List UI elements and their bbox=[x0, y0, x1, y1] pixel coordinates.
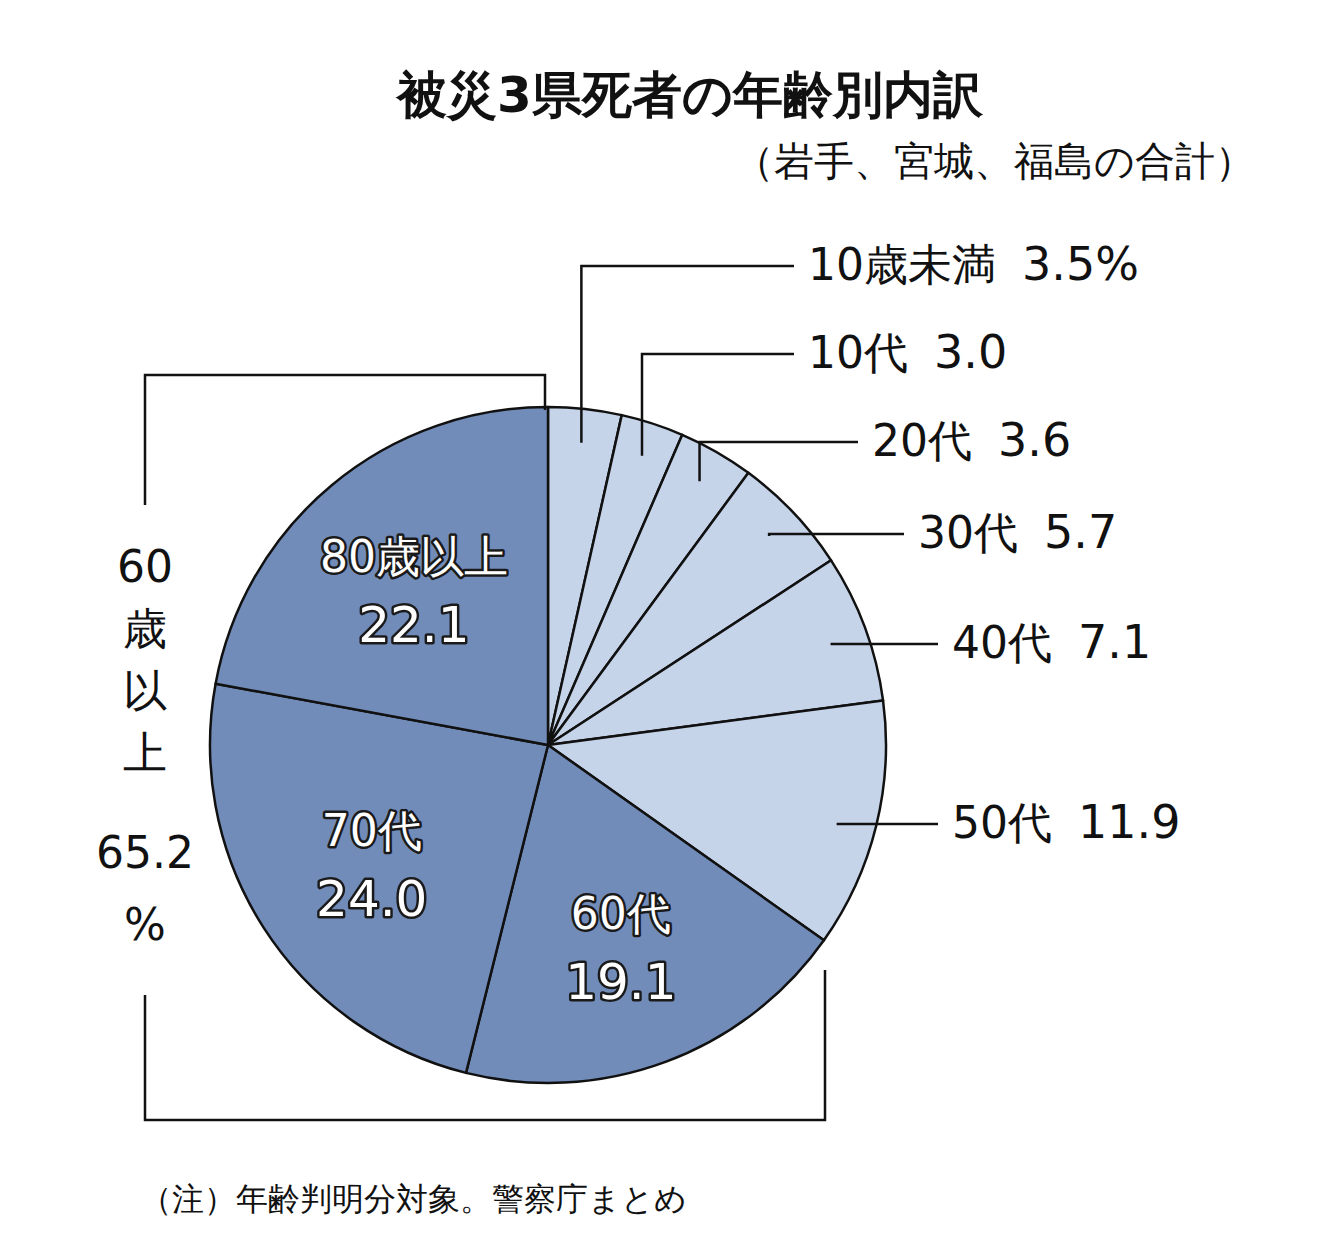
data-label: 11.9 bbox=[1078, 795, 1180, 849]
group-value-part: 65.2 bbox=[96, 827, 194, 878]
leader-line bbox=[769, 534, 904, 536]
group-label-part: 以 bbox=[123, 665, 167, 716]
group-bracket bbox=[145, 375, 825, 1120]
category-label: 70代 bbox=[322, 805, 422, 856]
title: 被災3県死者の年齢別内訳 bbox=[395, 66, 984, 124]
leader-line bbox=[837, 823, 938, 826]
group-value-part: % bbox=[124, 899, 166, 950]
chart: 被災3県死者の年齢別内訳 （岩手、宮城、福島の合計） （注）年齢判明分対象。警察庁ま… bbox=[0, 0, 1343, 1249]
category-label: 10代 bbox=[808, 327, 908, 378]
category-label: 50代 bbox=[952, 797, 1052, 848]
group-label: 60 歳以上 bbox=[117, 541, 173, 778]
category-label: 60代 bbox=[571, 888, 671, 939]
data-label: 3.5% bbox=[1022, 237, 1139, 291]
group-label-part: 上 bbox=[123, 727, 167, 778]
category-label: 20代 bbox=[872, 415, 972, 466]
category-label: 40代 bbox=[952, 617, 1052, 668]
leader-line bbox=[831, 643, 938, 646]
category-label: 80歳以上 bbox=[320, 531, 508, 582]
data-label: 24.0 bbox=[316, 870, 427, 928]
slice bbox=[216, 407, 548, 745]
leader-line bbox=[700, 442, 858, 481]
slice bbox=[210, 684, 548, 1073]
data-label: 22.1 bbox=[358, 596, 469, 654]
category-label: 10歳未満 bbox=[808, 239, 996, 290]
labels: 10歳未満 3.5% 10代 3.0 20代 3.6 30代 5.7 40代 7.1 50代 11.9… bbox=[316, 237, 1180, 1011]
data-label: 5.7 bbox=[1044, 505, 1117, 559]
note: （注）年齢判明分対象。警察庁まとめ bbox=[140, 1180, 687, 1218]
data-label: 19.1 bbox=[565, 953, 676, 1011]
slices bbox=[210, 407, 886, 1083]
group-label-part: 歳 bbox=[123, 603, 167, 654]
group-label-part: 60 bbox=[117, 541, 173, 592]
data-label: 3.0 bbox=[934, 325, 1007, 379]
leader-line bbox=[642, 354, 794, 456]
group-value: 65.2% bbox=[96, 827, 194, 950]
data-label: 7.1 bbox=[1078, 615, 1151, 669]
category-label: 30代 bbox=[918, 507, 1018, 558]
subtitle: （岩手、宮城、福島の合計） bbox=[734, 138, 1255, 184]
data-label: 3.6 bbox=[998, 413, 1071, 467]
group-annotation: 60 歳以上 65.2% bbox=[96, 375, 825, 1120]
